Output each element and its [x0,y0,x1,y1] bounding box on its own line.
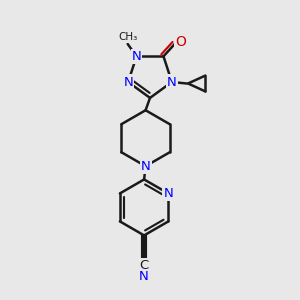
Text: N: N [139,270,149,283]
Text: N: N [167,76,177,88]
Text: N: N [141,160,151,173]
Text: N: N [132,50,141,63]
Text: N: N [123,76,133,88]
Text: O: O [175,34,186,49]
Text: N: N [164,187,173,200]
Text: CH₃: CH₃ [118,32,137,43]
Text: C: C [140,259,149,272]
